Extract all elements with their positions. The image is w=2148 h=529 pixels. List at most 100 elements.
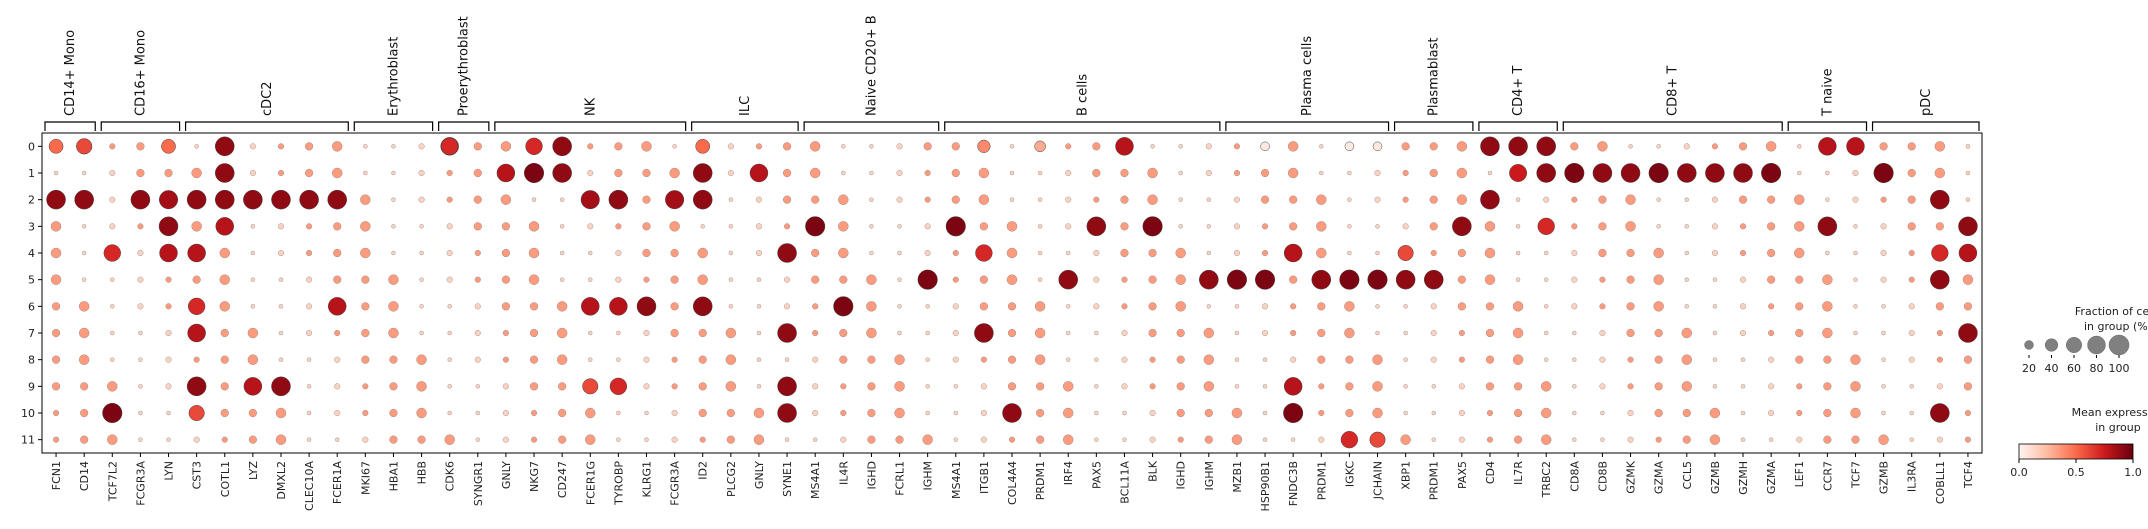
gene-label: IGKC [1343,461,1356,487]
dot [1403,304,1408,309]
gene-label: COL4A4 [1006,461,1019,505]
dot [446,223,453,230]
dot [1066,357,1071,362]
gene-label: FCN1 [50,461,63,490]
dot [556,327,568,339]
dot [1599,330,1606,336]
dot [250,277,256,282]
dot [1397,245,1414,261]
cluster-label: 1 [28,167,35,180]
size-legend-dot [2087,335,2106,355]
dot [1457,302,1466,311]
dot [501,248,510,258]
dot [1823,408,1832,418]
dot [1599,276,1606,283]
dot [1880,250,1887,256]
dot [1402,170,1409,176]
dot [1347,170,1352,176]
dot [1963,302,1972,311]
gene-label: PRDM1 [1428,461,1441,500]
dot [1709,407,1721,419]
dot [1036,408,1045,418]
dot [1205,143,1212,150]
dot [1063,434,1074,445]
dot [1823,435,1832,444]
gene-label: FCRL1 [894,461,907,496]
gene-label: PRDM1 [1034,461,1047,500]
dot [925,410,930,416]
gene-label: PRDM1 [1315,461,1328,500]
dot [978,167,990,179]
dot [306,223,313,230]
dot [1231,407,1243,419]
dot [361,275,370,284]
dot [1093,276,1100,283]
dot [1627,410,1634,416]
dot [643,356,650,363]
dot [53,436,60,443]
dot [82,224,87,229]
color-legend-title-line1: Mean expression [2072,406,2148,419]
group-label: B cells [1075,74,1090,116]
dot [725,327,736,339]
dot [1909,384,1914,389]
dot [107,381,118,392]
dot [1880,196,1887,203]
size-legend-dot [2044,338,2059,352]
dot [698,355,707,364]
color-legend-title-line2: in group [2095,421,2140,434]
dot [1682,408,1691,418]
dot [1514,435,1523,444]
dot [1965,144,1971,149]
dot [670,328,679,338]
dot [271,376,291,397]
dot [474,276,481,283]
dot [1626,302,1635,311]
dot [332,141,343,152]
dot [306,437,312,442]
colorbar-tick-label: 0.0 [2010,466,2028,479]
dot [1178,144,1183,149]
dot [1795,275,1804,284]
dot [558,408,567,418]
dot [109,170,116,176]
dot [360,221,371,232]
dot [48,139,64,154]
dot [1964,410,1971,416]
dot [727,143,734,150]
dot [1401,142,1410,151]
dot [363,170,368,176]
dot [243,377,263,396]
dot [556,301,568,312]
dot [530,328,539,338]
dot [728,304,733,309]
gene-label: IL4R [837,461,850,485]
dot [1121,383,1128,390]
dot [1536,163,1556,183]
dot [1908,356,1915,363]
dot [1794,194,1805,205]
dot [753,434,765,445]
dot [1572,330,1577,336]
dot [552,136,572,157]
dot [671,436,678,443]
dot [979,275,988,284]
dot [1794,247,1805,259]
dot [332,167,343,179]
dot [869,197,874,202]
group-bracket [803,121,940,131]
dot [271,189,291,210]
dot [1036,435,1045,444]
dot [1684,197,1689,202]
dot [897,304,902,309]
dot [1851,435,1860,444]
dot [1429,142,1438,151]
dot [1086,216,1107,237]
dot [697,247,708,259]
dot [1656,197,1661,202]
dot [1340,431,1359,449]
dot [1794,221,1805,232]
dot [165,303,172,310]
dot [1850,381,1861,392]
dot [1367,269,1388,290]
